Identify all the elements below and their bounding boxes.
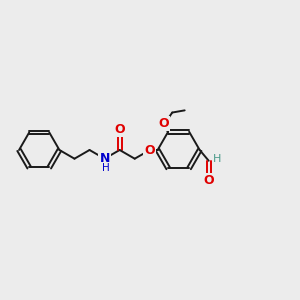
- Text: H: H: [213, 154, 221, 164]
- Text: H: H: [102, 163, 110, 173]
- Text: O: O: [158, 117, 169, 130]
- Text: O: O: [114, 123, 125, 136]
- Text: O: O: [145, 143, 155, 157]
- Text: O: O: [203, 174, 214, 187]
- Text: N: N: [99, 152, 110, 165]
